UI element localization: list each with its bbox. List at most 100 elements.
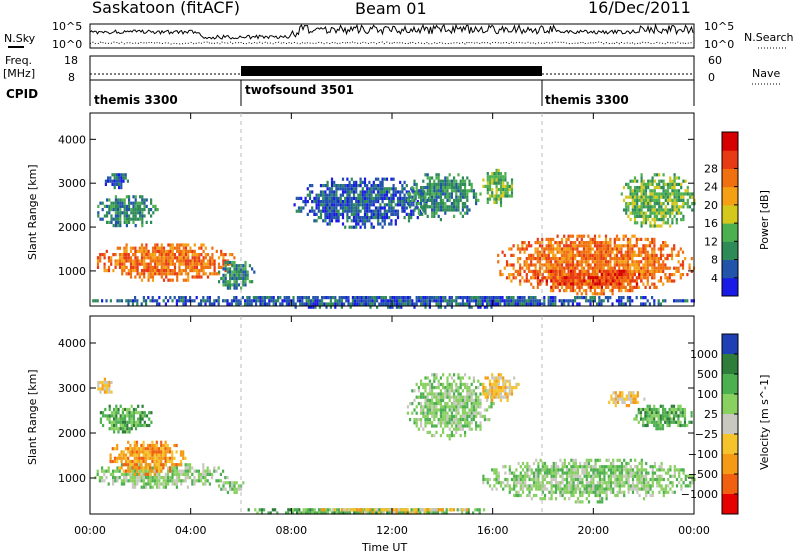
nsearch-label: N.Search	[744, 31, 794, 44]
freq-band	[241, 66, 542, 76]
velocity-region-1	[109, 440, 187, 476]
cpid-segment-1: themis 3300	[94, 93, 178, 107]
time-tick-0: 00:00	[74, 524, 106, 537]
power-colorbar-tick-4: 20	[704, 199, 718, 212]
freq-tick-top: 18	[64, 54, 78, 67]
power-panel: 1000 2000 3000 4000 Slant Range [km]	[26, 112, 696, 309]
velocity-region-4	[218, 481, 245, 494]
power-colorbar-swatch-0	[722, 277, 738, 297]
velocity-region-8	[482, 373, 520, 402]
nsky-tick-bottom: 10^0	[52, 38, 82, 51]
power-region-5	[406, 173, 482, 222]
power-colorbar-tick-6: 28	[704, 162, 718, 175]
power-region-7	[497, 234, 696, 296]
velocity-colorbar-swatch-2	[722, 374, 738, 395]
time-tick-3: 12:00	[376, 524, 408, 537]
power-colorbar-label: Power [dB]	[758, 190, 771, 250]
power-region-0	[96, 243, 236, 282]
date-title: 16/Dec/2011	[588, 0, 691, 17]
velocity-ytick-0: 1000	[58, 472, 86, 485]
velocity-region-11	[608, 391, 646, 408]
power-colorbar: 4 8 12 16 20 24 28 Power [dB]	[704, 131, 771, 297]
cpid-strip: CPID themis 3300 twofsound 3501 themis 3…	[6, 80, 695, 107]
power-data	[92, 168, 696, 309]
velocity-colorbar-label: Velocity [m s^-1]	[758, 375, 771, 470]
nsearch-tick-top: 10^5	[704, 20, 734, 33]
time-tick-6: 00:00	[678, 524, 710, 537]
time-tick-2: 08:00	[275, 524, 307, 537]
power-region-4	[293, 177, 430, 229]
velocity-region-6	[320, 508, 469, 515]
velocity-colorbar-swatch-5	[722, 434, 738, 455]
power-colorbar-tick-2: 12	[704, 235, 718, 248]
cpid-label: CPID	[6, 87, 38, 101]
nave-label: Nave	[752, 67, 780, 80]
power-colorbar-tick-3: 16	[704, 217, 718, 230]
velocity-region-10	[633, 404, 693, 431]
power-colorbar-swatch-8	[722, 132, 738, 151]
velocity-region-9	[482, 458, 696, 504]
nave-tick-bottom: 0	[708, 71, 715, 84]
freq-label: Freq.	[5, 54, 32, 67]
power-colorbar-tick-0: 4	[711, 272, 718, 285]
velocity-region-7	[406, 373, 495, 441]
power-colorbar-swatch-7	[722, 150, 738, 169]
power-ytick-2: 3000	[58, 177, 86, 190]
power-ytick-0: 1000	[58, 265, 86, 278]
power-region-9	[620, 173, 696, 228]
time-axis-label: Time UT	[361, 541, 407, 554]
velocity-colorbar-tick-4: −25	[695, 428, 718, 441]
velocity-colorbar-tick-6: −500	[688, 468, 718, 481]
freq-tick-bottom: 8	[68, 71, 75, 84]
velocity-colorbar-swatch-4	[722, 414, 738, 435]
power-colorbar-swatch-6	[722, 168, 738, 188]
velocity-colorbar-swatch-1	[722, 354, 738, 375]
freq-unit: [MHz]	[3, 67, 35, 80]
time-axis: 00:00 04:00 08:00 12:00 16:00 20:00 00:00	[74, 113, 710, 537]
velocity-colorbar-tick-2: 100	[697, 388, 718, 401]
site-title: Saskatoon (fitACF)	[92, 0, 240, 17]
velocity-panel: 1000 2000 3000 4000 00:00 04:00 08:00 12:00 16:…	[26, 113, 710, 554]
velocity-colorbar-tick-1: 500	[697, 368, 718, 381]
cpid-segment-3: themis 3300	[545, 93, 629, 107]
nsearch-trace	[89, 41, 694, 45]
velocity-colorbar-swatch-8	[722, 494, 738, 515]
velocity-y-axis: 1000 2000 3000 4000	[58, 337, 694, 485]
nsky-tick-top: 10^5	[52, 20, 82, 33]
velocity-colorbar-tick-3: 25	[704, 408, 718, 421]
power-colorbar-swatch-5	[722, 186, 738, 206]
power-region-6	[482, 168, 514, 208]
power-colorbar-tick-1: 8	[711, 254, 718, 267]
nsky-label: N.Sky	[4, 32, 36, 45]
power-colorbar-swatch-1	[722, 259, 738, 279]
velocity-region-3	[97, 377, 113, 394]
power-colorbar-tick-5: 24	[704, 181, 718, 194]
freq-strip: Freq. [MHz] 18 8 60 0 Nave	[3, 54, 780, 85]
power-region-3	[218, 260, 256, 290]
velocity-ytick-2: 3000	[58, 382, 86, 395]
velocity-colorbar: 1000 500 100 25 −25 −100 −500 −1000 Velocity [m…	[681, 333, 771, 515]
velocity-colorbar-swatch-0	[722, 334, 738, 355]
power-y-axis: 1000 2000 3000 4000	[58, 133, 694, 278]
time-tick-4: 16:00	[477, 524, 509, 537]
velocity-ytick-3: 4000	[58, 337, 86, 350]
power-region-8	[537, 269, 645, 289]
beam-title: Beam 01	[355, 0, 427, 18]
power-colorbar-swatch-4	[722, 204, 738, 224]
time-tick-5: 20:00	[577, 524, 609, 537]
power-colorbar-swatch-2	[722, 241, 738, 261]
velocity-data	[94, 373, 696, 515]
time-tick-1: 04:00	[175, 524, 207, 537]
nsearch-tick-bottom: 10^0	[704, 38, 734, 51]
velocity-ytick-1: 2000	[58, 427, 86, 440]
power-colorbar-swatch-3	[722, 223, 738, 242]
power-region-10	[92, 296, 695, 309]
nsky-strip: N.Sky 10^5 10^0 10^5 10^0 N.Search	[4, 20, 794, 51]
power-region-1	[97, 195, 159, 228]
cpid-segment-2: twofsound 3501	[245, 83, 354, 97]
power-ylabel: Slant Range [km]	[26, 164, 39, 260]
power-ytick-3: 4000	[58, 133, 86, 146]
velocity-region-2	[99, 404, 153, 434]
velocity-ylabel: Slant Range [km]	[26, 369, 39, 465]
